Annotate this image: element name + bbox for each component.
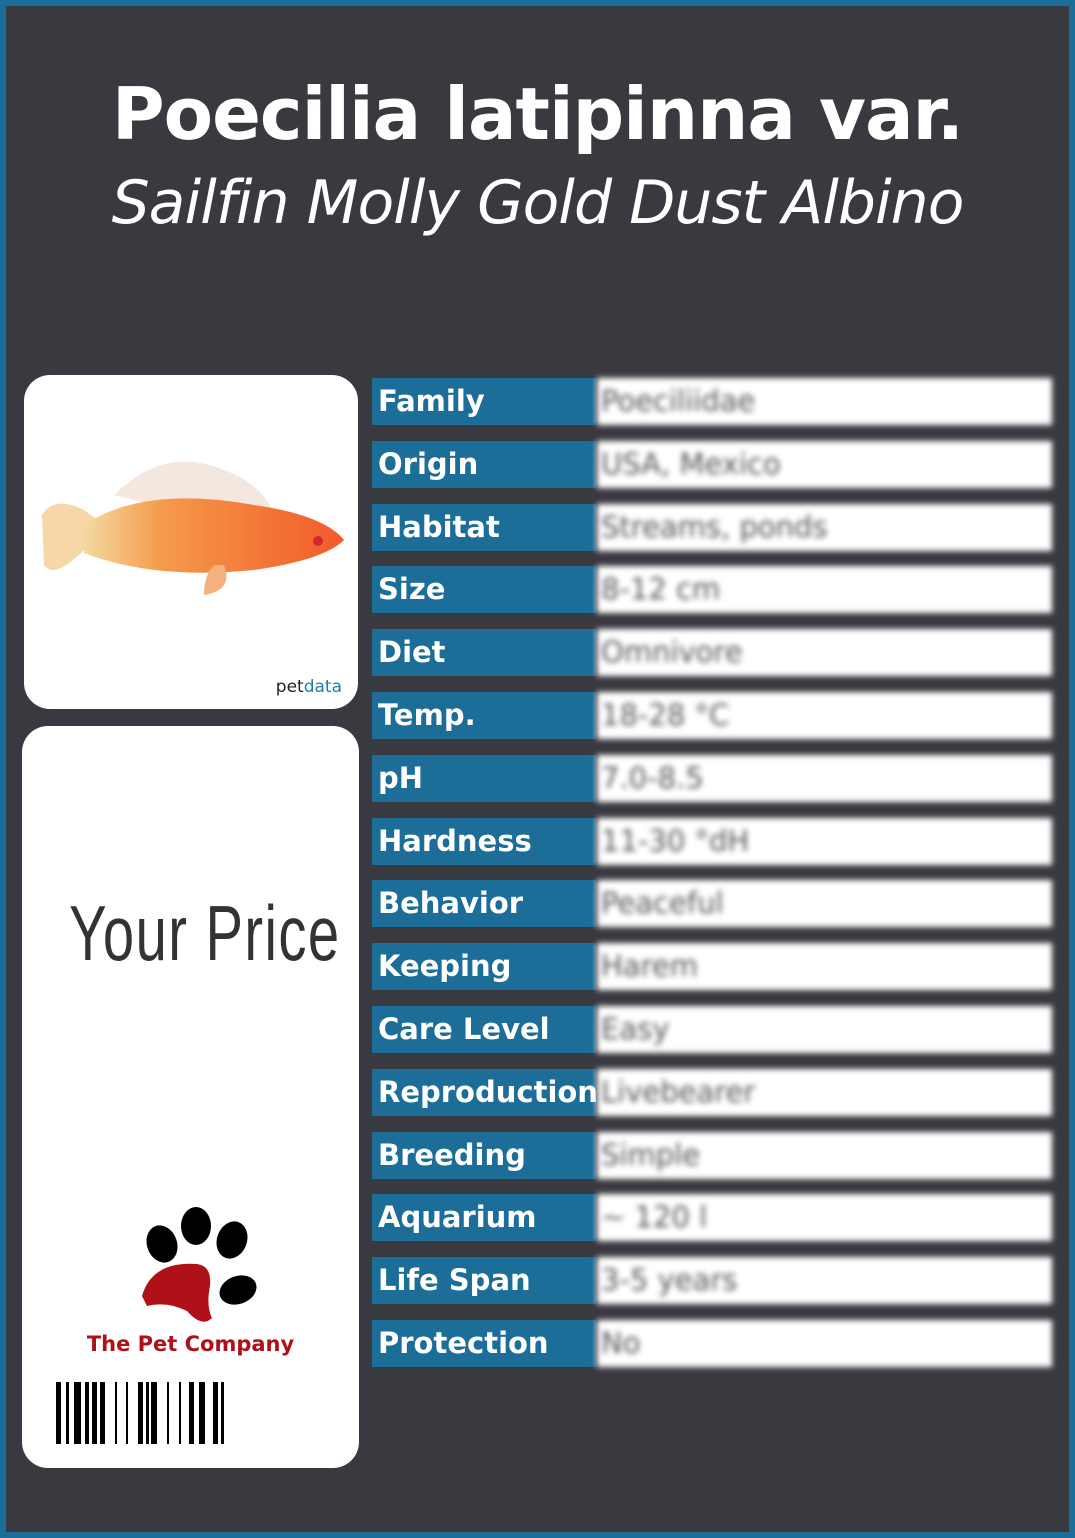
price-card: Your Price The Pet Company — [22, 726, 359, 1468]
info-label: pH — [372, 754, 596, 802]
info-value: Omnivore — [597, 629, 1052, 677]
info-value: Harem — [597, 943, 1052, 991]
barcode-bar — [221, 1382, 224, 1444]
price-label: Your Price — [69, 889, 341, 977]
info-row: Family Poeciliidae — [372, 378, 1052, 425]
scientific-name: Poecilia latipinna var. — [111, 72, 964, 156]
barcode-bar — [138, 1382, 143, 1444]
info-row: Origin USA, Mexico — [372, 440, 1052, 488]
info-value: Simple — [597, 1131, 1052, 1179]
info-label: Protection — [372, 1320, 596, 1367]
info-row: Life Span 3-5 years — [372, 1257, 1052, 1305]
info-row: Keeping Harem — [372, 943, 1052, 991]
barcode-bar — [100, 1382, 105, 1444]
barcode-bar — [85, 1382, 89, 1444]
info-label: Temp. — [372, 692, 596, 739]
info-label: Aquarium — [372, 1194, 596, 1242]
info-label: Breeding — [372, 1131, 596, 1179]
info-value: 3-5 years — [597, 1257, 1052, 1305]
company-name: The Pet Company — [86, 1332, 295, 1356]
barcode — [56, 1382, 224, 1444]
info-value: Livebearer — [597, 1068, 1052, 1116]
barcode-bar — [74, 1382, 81, 1444]
info-row: Diet Omnivore — [372, 629, 1052, 677]
info-value: Poeciliidae — [597, 378, 1052, 425]
info-value: 18-28 °C — [597, 692, 1052, 739]
info-row: pH 7.0-8.5 — [372, 754, 1052, 802]
info-label: Habitat — [372, 503, 596, 551]
info-value: 8-12 cm — [597, 566, 1052, 614]
info-label: Life Span — [372, 1257, 596, 1305]
info-label: Hardness — [372, 817, 596, 865]
info-row: Reproduction Livebearer — [372, 1068, 1052, 1116]
info-label: Reproduction — [372, 1068, 598, 1116]
barcode-bar — [151, 1382, 157, 1444]
info-value: 7.0-8.5 — [597, 754, 1052, 802]
petdata-logo: petdata — [276, 677, 342, 697]
info-label: Behavior — [372, 880, 596, 928]
barcode-bar — [167, 1382, 169, 1444]
petdata-logo-b: data — [303, 677, 342, 697]
barcode-bar — [56, 1382, 61, 1444]
info-row: Care Level Easy — [372, 1006, 1052, 1053]
barcode-bar — [92, 1382, 97, 1444]
info-label: Size — [372, 566, 596, 614]
info-label: Keeping — [372, 943, 596, 991]
info-row: Protection No — [372, 1320, 1052, 1367]
barcode-bar — [115, 1382, 117, 1444]
info-value: ~ 120 l — [597, 1194, 1052, 1242]
info-label: Diet — [372, 629, 596, 677]
info-value: Streams, ponds — [597, 503, 1052, 551]
info-row: Aquarium ~ 120 l — [372, 1194, 1052, 1242]
info-value: Peaceful — [597, 880, 1052, 928]
info-label: Origin — [372, 440, 596, 488]
info-row: Breeding Simple — [372, 1131, 1052, 1179]
info-value: USA, Mexico — [597, 440, 1052, 488]
info-value: 11-30 °dH — [597, 817, 1052, 865]
petdata-logo-a: pet — [275, 677, 304, 697]
barcode-bar — [126, 1382, 128, 1444]
info-value: Easy — [597, 1006, 1052, 1053]
barcode-bar — [189, 1382, 194, 1444]
info-row: Habitat Streams, ponds — [372, 503, 1052, 551]
barcode-bar — [213, 1382, 218, 1444]
info-row: Temp. 18-28 °C — [372, 692, 1052, 739]
fish-image — [42, 461, 344, 595]
fish-image-card: petdata — [24, 375, 358, 709]
barcode-bar — [146, 1382, 149, 1444]
info-row: Hardness 11-30 °dH — [372, 817, 1052, 865]
common-name: Sailfin Molly Gold Dust Albino — [111, 168, 965, 238]
paw-logo-icon — [142, 1207, 257, 1322]
barcode-bar — [199, 1382, 205, 1444]
info-label: Care Level — [372, 1006, 596, 1053]
info-row: Behavior Peaceful — [372, 880, 1052, 928]
info-row: Size 8-12 cm — [372, 566, 1052, 614]
info-value: No — [597, 1320, 1052, 1367]
barcode-bar — [179, 1382, 181, 1444]
barcode-bar — [66, 1382, 69, 1444]
info-label: Family — [372, 378, 596, 425]
